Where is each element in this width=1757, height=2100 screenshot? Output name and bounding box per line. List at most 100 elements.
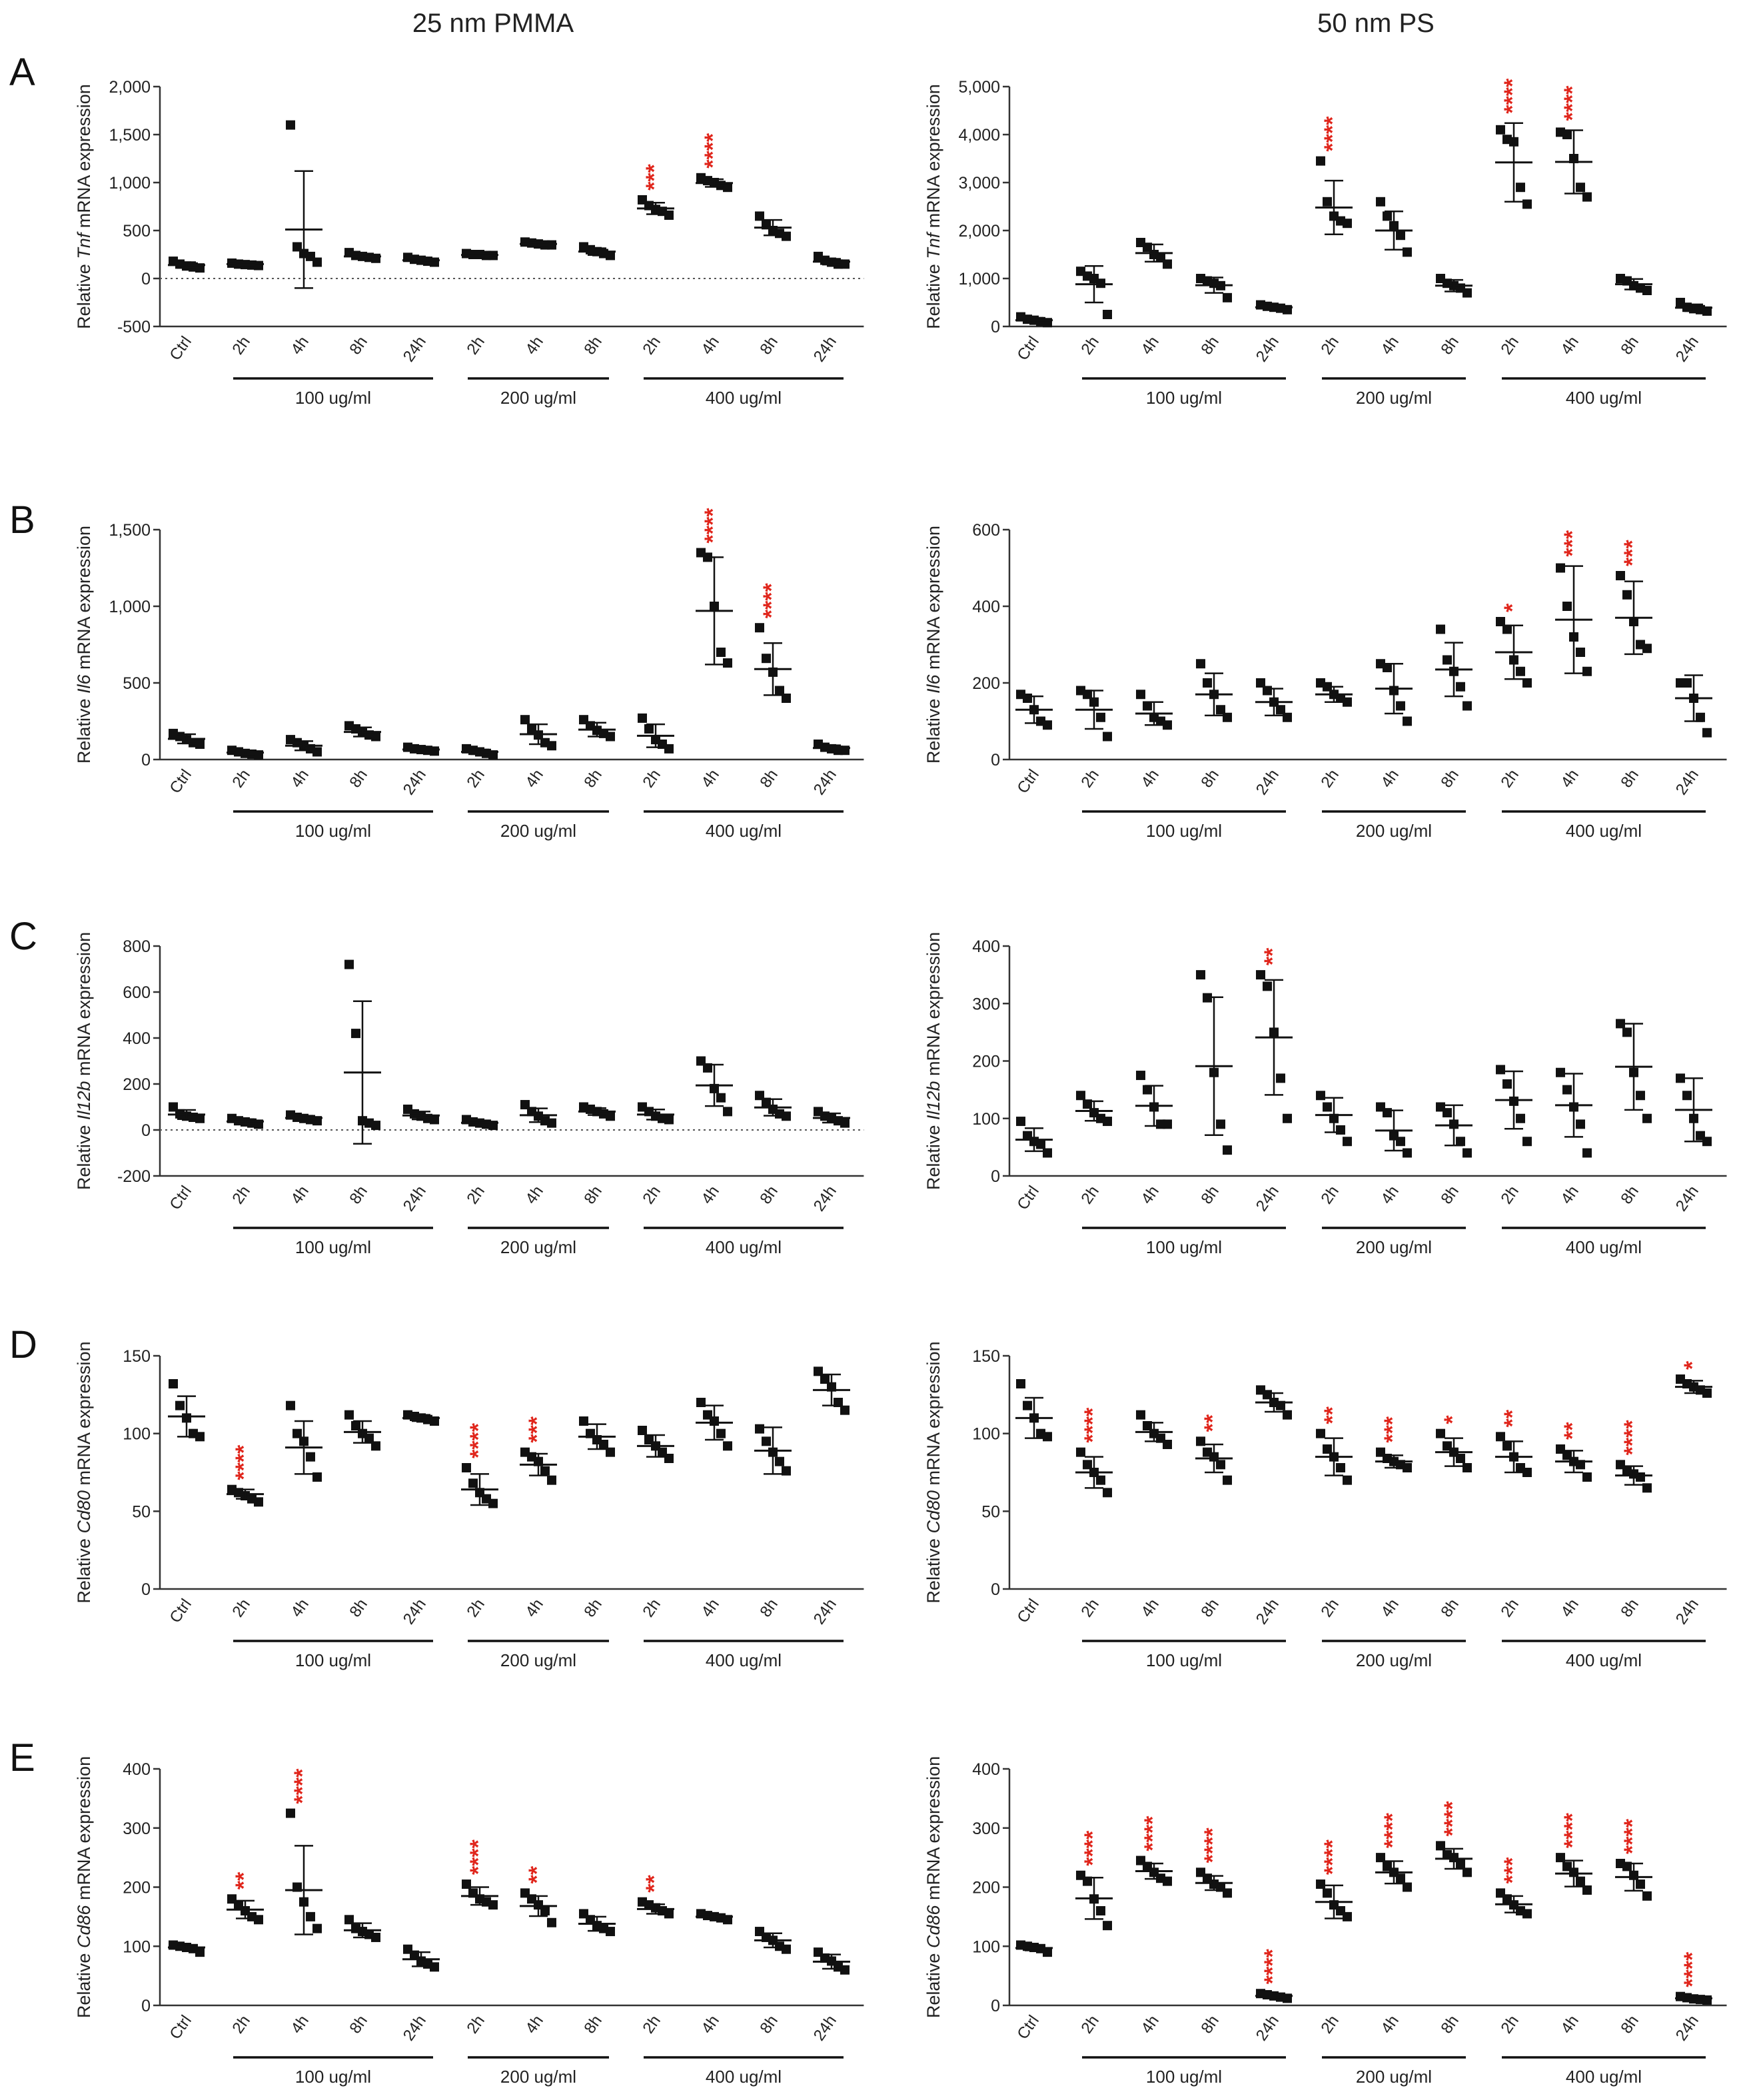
data-point	[1043, 1148, 1052, 1158]
y-tick-label: 600	[123, 983, 151, 1002]
y-tick-label: 500	[123, 222, 151, 241]
data-point	[1642, 644, 1652, 654]
y-axis-label-prefix: Relative	[74, 259, 94, 329]
x-tick-label: 24h	[810, 1596, 840, 1628]
data-point	[1016, 1117, 1025, 1127]
data-point	[1216, 705, 1225, 715]
group-label: 400 ug/ml	[1566, 388, 1642, 408]
data-point	[1403, 716, 1412, 726]
y-axis-label-suffix: mRNA expression	[74, 1341, 94, 1490]
data-point	[1436, 624, 1445, 634]
significance-stars: ****	[1680, 1951, 1705, 1987]
y-axis-label-suffix: mRNA expression	[74, 932, 94, 1081]
data-point	[782, 1944, 791, 1954]
data-point	[312, 257, 322, 267]
data-point	[1576, 183, 1585, 193]
y-tick-label: 200	[123, 1075, 151, 1094]
data-point	[1436, 1428, 1445, 1438]
x-tick-label: 2h	[1077, 1596, 1102, 1620]
y-tick-label: 400	[972, 937, 1000, 956]
x-tick-label: 4h	[287, 1596, 312, 1620]
x-tick-label: 24h	[1253, 2012, 1283, 2044]
data-point	[696, 1398, 706, 1407]
data-point	[1502, 1079, 1512, 1089]
data-point	[1256, 970, 1265, 980]
data-point	[1682, 678, 1692, 688]
y-tick-label: 150	[972, 1347, 1000, 1366]
data-point	[1163, 1119, 1172, 1129]
data-point	[1396, 1873, 1405, 1883]
y-axis-label-suffix: mRNA expression	[74, 526, 94, 675]
x-tick-label: 24h	[400, 2012, 430, 2044]
data-point	[606, 251, 615, 261]
y-axis-label: Relative Cd80 mRNA expression	[74, 1341, 94, 1603]
row-label-a: A	[9, 51, 35, 94]
significance-stars: ***	[1620, 540, 1645, 566]
data-point	[1496, 617, 1505, 626]
y-axis-label-suffix: mRNA expression	[923, 526, 943, 675]
y-tick-label: 100	[123, 1425, 151, 1444]
data-point	[1383, 211, 1392, 221]
data-point	[1582, 1885, 1592, 1895]
y-axis-label-suffix: mRNA expression	[923, 84, 943, 233]
data-point	[1463, 1463, 1472, 1472]
y-tick-label: 0	[991, 751, 1000, 770]
data-point	[1682, 1091, 1692, 1101]
data-point	[195, 1113, 205, 1123]
x-tick-label: 24h	[1672, 2012, 1702, 2044]
y-axis-label: Relative Il6 mRNA expression	[923, 526, 943, 764]
y-axis-label-suffix: mRNA expression	[923, 932, 943, 1081]
data-point	[1702, 306, 1712, 316]
data-point	[1223, 1145, 1232, 1155]
x-tick-label: Ctrl	[166, 2012, 195, 2043]
group-label: 100 ug/ml	[295, 821, 371, 841]
data-point	[782, 694, 791, 703]
x-tick-label: 2h	[639, 766, 664, 791]
significance-stars: ****	[1560, 85, 1585, 121]
data-point	[1456, 682, 1465, 692]
significance-stars: ***	[642, 163, 667, 190]
x-tick-label: 8h	[756, 766, 781, 791]
panel-a-right: 0 1,000 2,000 3,000 4,000 5,000 Relative Tnf m…	[923, 78, 1727, 408]
data-point	[1343, 1475, 1352, 1485]
significance-stars: **	[1200, 1414, 1225, 1432]
y-tick-label: 200	[972, 1879, 1000, 1897]
data-point	[1383, 663, 1392, 672]
y-axis-label-gene: Tnf	[74, 231, 94, 259]
data-point	[1343, 1911, 1352, 1921]
group-label: 100 ug/ml	[1146, 1237, 1222, 1257]
x-tick-label: 4h	[1377, 766, 1402, 791]
x-tick-label: 8h	[346, 766, 370, 791]
data-point	[1463, 288, 1472, 298]
x-tick-label: 4h	[698, 2012, 722, 2037]
significance-stars: ****	[1620, 1420, 1645, 1456]
data-point	[723, 658, 732, 668]
panel-d-right: 0 50 100 150 Relative Cd80 mRNA expression Ct…	[923, 1341, 1727, 1670]
data-point	[664, 1115, 674, 1125]
data-point	[840, 1405, 850, 1415]
significance-stars: ****	[1200, 1828, 1225, 1863]
data-point	[254, 1497, 263, 1507]
y-axis-label: Relative Tnf mRNA expression	[74, 84, 94, 329]
data-point	[430, 1115, 439, 1125]
x-tick-label: 24h	[810, 2012, 840, 2044]
x-tick-label: Ctrl	[1013, 2012, 1043, 2043]
data-point	[254, 261, 263, 270]
row-label-e: E	[9, 1736, 35, 1780]
y-tick-label: 50	[132, 1502, 151, 1521]
data-point	[1316, 1428, 1325, 1438]
x-tick-label: 8h	[1437, 333, 1462, 358]
data-point	[775, 1456, 784, 1466]
data-point	[1642, 286, 1652, 295]
data-point	[1283, 712, 1292, 722]
data-point	[547, 1118, 556, 1128]
y-axis-label-prefix: Relative	[74, 1120, 94, 1190]
x-tick-label: 2h	[1077, 1183, 1102, 1207]
data-point	[1343, 697, 1352, 707]
data-point	[1083, 1876, 1092, 1886]
y-tick-label: 1,000	[109, 174, 151, 193]
data-point	[371, 1441, 380, 1451]
data-point	[1556, 1853, 1565, 1863]
x-tick-label: 4h	[522, 2012, 546, 2037]
significance-stars: **	[642, 1874, 667, 1892]
